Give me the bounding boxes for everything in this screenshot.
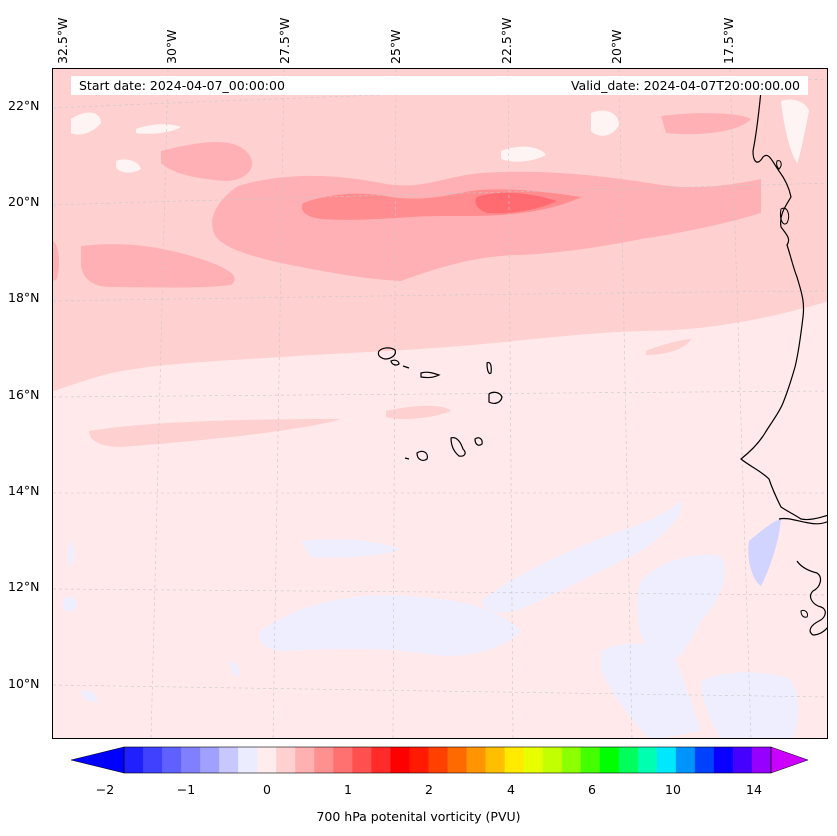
- colorbar-cell: [618, 747, 639, 773]
- lon-label-30w: 30°W: [164, 29, 179, 64]
- island-boa-vista: [488, 391, 503, 404]
- lon-label-27-5w: 27.5°W: [277, 17, 292, 64]
- island-brava: [404, 457, 410, 460]
- lat-label-18n: 18°N: [8, 290, 40, 305]
- cb-tick-6: 6: [588, 782, 596, 797]
- colorbar: [71, 746, 809, 774]
- pv-band-tongue-2: [89, 419, 341, 447]
- colorbar-cell: [257, 747, 277, 773]
- map-panel: [52, 68, 828, 739]
- colorbar-cell: [219, 747, 239, 773]
- colorbar-cell: [124, 747, 144, 773]
- colorbar-cell: [143, 747, 163, 773]
- colorbar-cell: [390, 747, 410, 773]
- graticule: [53, 69, 827, 738]
- lon-label-20w: 20°W: [609, 29, 624, 64]
- colorbar-cell: [352, 747, 372, 773]
- pv-band-tongue: [386, 405, 451, 419]
- cape-verde-islands: [377, 347, 503, 461]
- colorbar-cell: [732, 747, 753, 773]
- lon-label-22-5w: 22.5°W: [499, 17, 514, 64]
- pv-core-max: [475, 192, 557, 214]
- coast-gambia: [778, 517, 827, 525]
- island-sao-nicolau: [420, 371, 441, 379]
- colorbar-cell: [428, 747, 448, 773]
- colorbar-cell: [523, 747, 544, 773]
- colorbar-cell: [181, 747, 201, 773]
- colorbar-title: 700 hPa potenital vorticity (PVU): [316, 809, 521, 824]
- coast-guinea-bissau: [796, 560, 827, 636]
- lon-label-32-5w: 32.5°W: [55, 17, 70, 64]
- cb-tick-4: 4: [507, 782, 515, 797]
- pv-band-tongue-3: [646, 339, 691, 355]
- colorbar-cell: [675, 747, 696, 773]
- colorbar-cell: [713, 747, 734, 773]
- colorbar-cell: [276, 747, 296, 773]
- colorbar-outline: [123, 746, 772, 774]
- colorbar-cell: [371, 747, 391, 773]
- coast-north-fragment: [776, 160, 782, 170]
- island-santiago: [450, 437, 466, 457]
- coast-canary-fragment: [780, 207, 790, 225]
- pv-field-map: [53, 69, 827, 738]
- island-sal: [486, 361, 492, 375]
- colorbar-cell: [561, 747, 582, 773]
- colorbar-cell: [656, 747, 677, 773]
- low-pv-blue-coast: [748, 519, 781, 586]
- lat-label-20n: 20°N: [8, 194, 40, 209]
- colorbar-cell: [504, 747, 525, 773]
- lat-label-12n: 12°N: [8, 579, 40, 594]
- cb-tick-10: 10: [665, 782, 681, 797]
- colorbar-cell: [238, 747, 258, 773]
- lon-label-17-5w: 17.5°W: [721, 17, 736, 64]
- colorbar-cell: [200, 747, 220, 773]
- colorbar-cell: [599, 747, 620, 773]
- lat-label-14n: 14°N: [8, 483, 40, 498]
- cb-tick-0: 0: [263, 782, 271, 797]
- colorbar-cell: [409, 747, 429, 773]
- island-maio: [474, 437, 483, 446]
- island-fogo: [416, 450, 428, 461]
- cb-tick-neg1: −1: [176, 782, 196, 797]
- low-pv-blue: [63, 501, 799, 738]
- start-date-label: Start date: 2024-04-07_00:00:00: [79, 78, 285, 93]
- colorbar-cell: [542, 747, 563, 773]
- colorbar-cell: [485, 747, 506, 773]
- island-santo-antao: [377, 347, 396, 360]
- colorbar-cell: [295, 747, 315, 773]
- date-info-bar: Start date: 2024-04-07_00:00:00 Valid_da…: [71, 76, 808, 95]
- colorbar-right-arrow: [770, 746, 809, 774]
- cb-tick-1: 1: [344, 782, 352, 797]
- lon-label-25w: 25°W: [388, 29, 403, 64]
- lat-label-10n: 10°N: [8, 676, 40, 691]
- colorbar-cell: [162, 747, 182, 773]
- colorbar-cell: [466, 747, 487, 773]
- colorbar-cell: [694, 747, 715, 773]
- colorbar-left-arrow: [71, 746, 125, 774]
- colorbar-cell: [751, 747, 772, 773]
- cb-tick-neg2: −2: [95, 782, 115, 797]
- cb-tick-14: 14: [746, 782, 762, 797]
- colorbar-cell: [580, 747, 601, 773]
- colorbar-cell: [333, 747, 353, 773]
- colorbar-cell: [447, 747, 468, 773]
- cb-tick-2: 2: [425, 782, 433, 797]
- lat-label-16n: 16°N: [8, 387, 40, 402]
- african-coastline: [740, 90, 827, 521]
- colorbar-cell: [637, 747, 658, 773]
- island-sao-vicente: [390, 359, 400, 366]
- valid-date-label: Valid_date: 2024-04-07T20:00:00.00: [570, 78, 800, 93]
- coast-islands-bijagos: [800, 610, 808, 618]
- lat-label-22n: 22°N: [8, 98, 40, 113]
- colorbar-cell: [314, 747, 334, 773]
- colorbar-cells: [124, 747, 772, 773]
- island-santa-luzia: [402, 365, 410, 369]
